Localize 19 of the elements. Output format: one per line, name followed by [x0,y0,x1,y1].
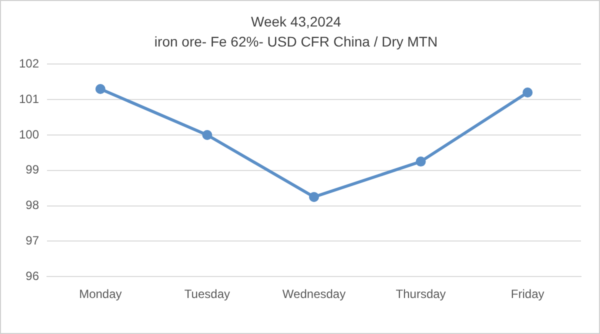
point [309,192,320,202]
y-tick-label: 100 [18,127,40,142]
y-tick-label: 98 [26,198,40,212]
y-tick-label: 96 [26,268,40,283]
point [416,156,426,167]
y-tick-label: 99 [26,162,40,177]
y-tick-label: 101 [18,92,40,106]
x-tick-label: Wednesday [282,287,346,302]
x-tick-label: Monday [79,287,122,302]
x-tick-label: Tuesday [184,287,230,302]
x-tick-label: Thursday [396,287,446,302]
x-tick-label: Friday [510,287,544,302]
point [95,84,106,94]
y-tick-label: 97 [26,234,40,248]
point [522,88,533,98]
chart-title: Week 43,2024 [250,14,342,30]
point [202,130,212,140]
y-tick-label: 102 [18,56,40,71]
chart-subtitle: iron ore- Fe 62%- USD CFR China / Dry MTN [154,33,438,50]
